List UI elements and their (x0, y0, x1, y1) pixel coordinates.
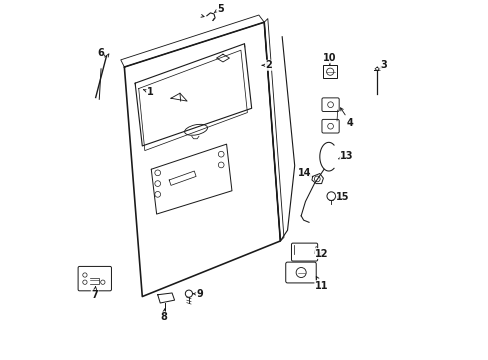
Text: 14: 14 (297, 168, 311, 178)
Text: 4: 4 (340, 108, 353, 128)
Text: 5: 5 (214, 4, 224, 14)
Text: 9: 9 (193, 289, 203, 299)
Text: 2: 2 (262, 60, 272, 70)
Text: 1: 1 (143, 87, 153, 97)
Text: 6: 6 (97, 48, 104, 58)
Text: 3: 3 (379, 60, 386, 70)
Text: 10: 10 (323, 53, 336, 64)
Text: 12: 12 (314, 248, 327, 258)
Text: 8: 8 (160, 309, 167, 322)
Text: 11: 11 (314, 276, 327, 291)
Bar (323, 65, 336, 78)
Text: 7: 7 (91, 287, 98, 301)
Text: 13: 13 (338, 150, 353, 161)
Text: 15: 15 (335, 192, 349, 202)
